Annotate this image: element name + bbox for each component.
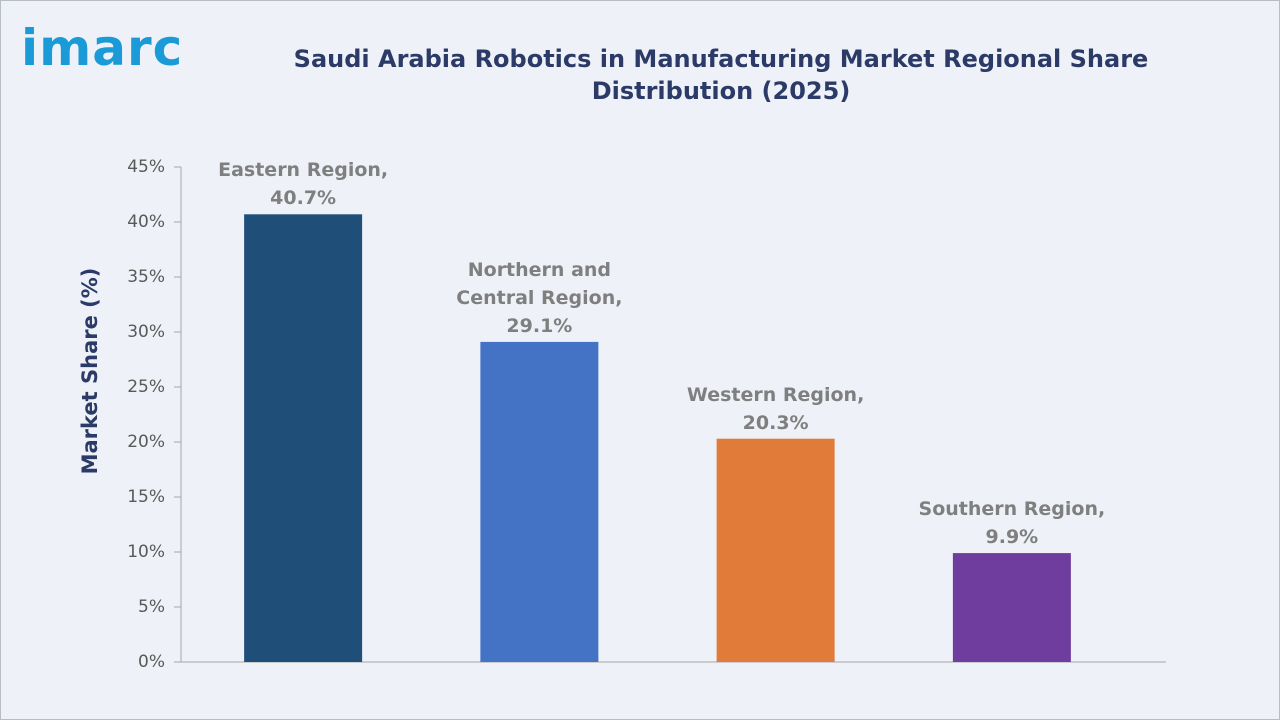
y-tick-label: 15% — [127, 487, 165, 507]
y-axis-label: Market Share (%) — [78, 268, 102, 475]
bar — [244, 214, 363, 663]
y-tick-label: 0% — [138, 652, 165, 672]
y-tick-label: 5% — [138, 597, 165, 617]
y-tick-label: 25% — [127, 377, 165, 397]
value-label: 40.7% — [270, 187, 337, 210]
y-tick-label: 40% — [127, 212, 165, 232]
data-label: Northern and Central Region, 29.1% — [439, 256, 639, 340]
logo: imarc — [21, 19, 184, 77]
category-label: Southern Region, — [918, 498, 1106, 521]
category-label: Western Region, — [686, 383, 865, 406]
data-label: Southern Region, 9.9% — [912, 495, 1112, 551]
bar — [952, 553, 1071, 662]
y-tick-label: 10% — [127, 542, 165, 562]
chart-title: Saudi Arabia Robotics in Manufacturing M… — [293, 45, 1149, 105]
data-label: Western Region, 20.3% — [676, 381, 876, 437]
y-tick-label: 30% — [127, 322, 165, 342]
y-tick-label: 20% — [127, 432, 165, 452]
y-tick-label: 45% — [127, 157, 165, 177]
bar — [480, 341, 599, 662]
data-label: Eastern Region, 40.7% — [203, 156, 403, 212]
value-label: 29.1% — [506, 314, 573, 337]
category-label: Northern and Central Region, — [456, 258, 623, 309]
y-tick-label: 35% — [127, 267, 165, 287]
value-label: 20.3% — [742, 411, 809, 434]
bar — [716, 438, 835, 662]
value-label: 9.9% — [985, 526, 1039, 549]
category-label: Eastern Region, — [218, 159, 389, 182]
